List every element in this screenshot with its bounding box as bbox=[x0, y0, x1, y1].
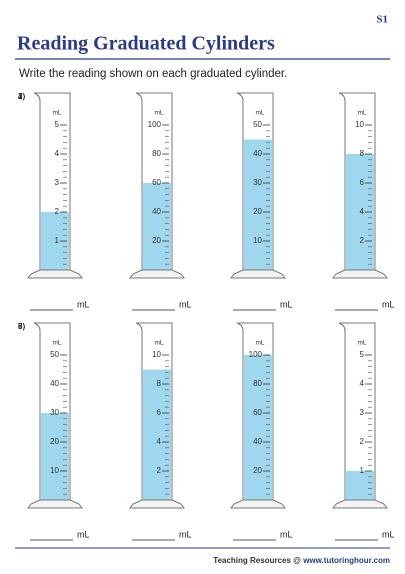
problem-number: 7) bbox=[18, 322, 25, 331]
tick-label: 10 bbox=[50, 466, 59, 475]
answer-unit: mL bbox=[179, 299, 192, 309]
problem-number: 8) bbox=[18, 322, 25, 331]
problem-number: 1) bbox=[18, 92, 25, 101]
answer-unit: mL bbox=[382, 529, 395, 539]
unit-label: mL bbox=[154, 340, 163, 347]
liquid bbox=[41, 413, 69, 502]
problem-number: 3) bbox=[18, 92, 25, 101]
tick-label: 6 bbox=[360, 178, 365, 187]
tick-label: 4 bbox=[360, 207, 365, 216]
tick-label: 5 bbox=[360, 350, 365, 359]
tube bbox=[135, 92, 173, 270]
liquid bbox=[143, 183, 171, 272]
tick-label: 40 bbox=[152, 207, 161, 216]
liquid bbox=[41, 212, 69, 272]
tick-label: 3 bbox=[360, 408, 365, 417]
tick-label: 20 bbox=[253, 207, 262, 216]
tick-label: 2 bbox=[360, 437, 365, 446]
answer-unit: mL bbox=[77, 299, 90, 309]
tick-label: 2 bbox=[55, 207, 60, 216]
tick-label: 50 bbox=[253, 120, 262, 129]
sheet-code: S1 bbox=[376, 14, 388, 26]
base bbox=[230, 499, 286, 509]
tube bbox=[236, 322, 274, 500]
tick-label: 3 bbox=[55, 178, 60, 187]
footer-site: www.tutoringhour.com bbox=[302, 556, 390, 565]
unit-label: mL bbox=[52, 340, 61, 347]
tick-label: 8 bbox=[360, 149, 365, 158]
tick-label: 10 bbox=[355, 120, 364, 129]
title: Reading Graduated Cylinders bbox=[17, 33, 275, 55]
tube bbox=[135, 322, 173, 500]
tick-label: 50 bbox=[50, 350, 59, 359]
tick-label: 4 bbox=[55, 149, 60, 158]
tube bbox=[338, 92, 376, 270]
tick-label: 2 bbox=[157, 466, 162, 475]
liquid bbox=[346, 471, 374, 502]
liquid bbox=[244, 139, 272, 272]
tick-label: 30 bbox=[253, 178, 262, 187]
tick-label: 60 bbox=[253, 408, 262, 417]
tick-label: 40 bbox=[253, 149, 262, 158]
answer-unit: mL bbox=[382, 299, 395, 309]
tick-label: 5 bbox=[55, 120, 60, 129]
answer-unit: mL bbox=[179, 529, 192, 539]
tube bbox=[338, 322, 376, 500]
base bbox=[332, 269, 388, 279]
footer: Teaching Resources @ www.tutoringhour.co… bbox=[213, 556, 390, 565]
tick-label: 60 bbox=[152, 178, 161, 187]
answer-unit: mL bbox=[77, 529, 90, 539]
tick-label: 20 bbox=[152, 236, 161, 245]
tube bbox=[33, 322, 71, 500]
tick-label: 100 bbox=[249, 350, 263, 359]
base bbox=[129, 269, 185, 279]
unit-label: mL bbox=[357, 110, 366, 117]
unit-label: mL bbox=[357, 340, 366, 347]
unit-label: mL bbox=[52, 110, 61, 117]
problem-number: 5) bbox=[18, 322, 25, 331]
base bbox=[27, 269, 83, 279]
tick-label: 40 bbox=[253, 437, 262, 446]
unit-label: mL bbox=[255, 340, 264, 347]
tick-label: 30 bbox=[50, 408, 59, 417]
footer-prefix: Teaching Resources @ bbox=[213, 556, 303, 565]
instruction: Write the reading shown on each graduate… bbox=[19, 68, 287, 80]
liquid bbox=[143, 369, 171, 502]
tick-label: 1 bbox=[360, 466, 365, 475]
tick-label: 6 bbox=[157, 408, 162, 417]
answer-unit: mL bbox=[280, 299, 293, 309]
problem-number: 6) bbox=[18, 322, 25, 331]
base bbox=[129, 499, 185, 509]
unit-label: mL bbox=[154, 110, 163, 117]
problem-number: 4) bbox=[18, 92, 25, 101]
tick-label: 20 bbox=[50, 437, 59, 446]
tick-label: 40 bbox=[50, 379, 59, 388]
tick-label: 10 bbox=[253, 236, 262, 245]
tick-label: 2 bbox=[360, 236, 365, 245]
problem-number: 2) bbox=[18, 92, 25, 101]
answer-unit: mL bbox=[280, 529, 293, 539]
tick-label: 100 bbox=[148, 120, 162, 129]
tick-label: 1 bbox=[55, 236, 60, 245]
tick-label: 80 bbox=[253, 379, 262, 388]
tick-label: 4 bbox=[360, 379, 365, 388]
unit-label: mL bbox=[255, 110, 264, 117]
tick-label: 4 bbox=[157, 437, 162, 446]
tube bbox=[33, 92, 71, 270]
tick-label: 80 bbox=[152, 149, 161, 158]
tick-label: 20 bbox=[253, 466, 262, 475]
liquid bbox=[244, 355, 272, 502]
base bbox=[230, 269, 286, 279]
tube bbox=[236, 92, 274, 270]
base bbox=[332, 499, 388, 509]
tick-label: 10 bbox=[152, 350, 161, 359]
base bbox=[27, 499, 83, 509]
tick-label: 8 bbox=[157, 379, 162, 388]
